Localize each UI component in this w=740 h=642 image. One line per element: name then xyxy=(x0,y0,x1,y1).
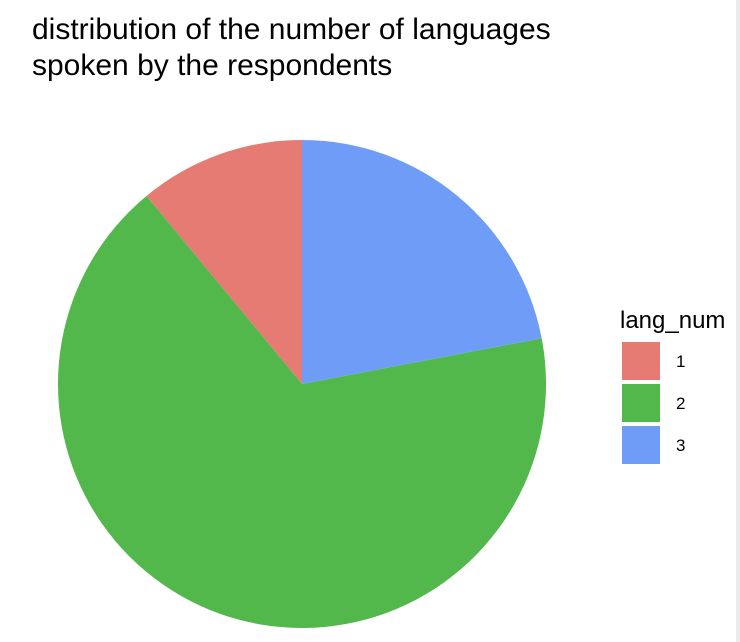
legend-swatch-2 xyxy=(622,384,660,422)
chart-title: distribution of the number of languages … xyxy=(32,13,551,82)
panel-edge xyxy=(736,0,740,642)
legend-title: lang_num xyxy=(620,307,725,334)
legend-swatch-1 xyxy=(622,342,660,380)
pie-slice-2 xyxy=(58,195,547,628)
legend-label-3: 3 xyxy=(676,436,685,455)
legend-label-1: 1 xyxy=(676,352,685,371)
legend: lang_num 1 2 3 xyxy=(620,307,725,464)
pie-slice-1 xyxy=(146,140,302,384)
legend-label-2: 2 xyxy=(676,394,685,413)
legend-swatch-3 xyxy=(622,426,660,464)
pie-slices xyxy=(58,140,547,628)
legend-items: 1 2 3 xyxy=(622,342,685,464)
pie-slice-3 xyxy=(302,140,542,384)
